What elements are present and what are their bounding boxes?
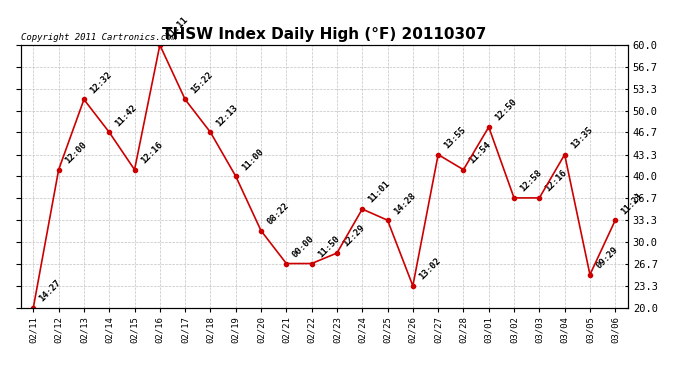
Text: 12:16: 12:16 (544, 168, 569, 194)
Text: 13:55: 13:55 (442, 125, 468, 150)
Text: 00:00: 00:00 (290, 234, 316, 260)
Text: 12:00: 12:00 (63, 140, 88, 165)
Title: THSW Index Daily High (°F) 20110307: THSW Index Daily High (°F) 20110307 (162, 27, 486, 42)
Text: 12:16: 12:16 (139, 140, 164, 165)
Text: 11:01: 11:01 (366, 180, 392, 205)
Text: 11:54: 11:54 (468, 140, 493, 165)
Text: 11:11: 11:11 (164, 15, 189, 41)
Text: 14:27: 14:27 (37, 278, 63, 303)
Text: 12:32: 12:32 (88, 70, 113, 95)
Text: Copyright 2011 Cartronics.com: Copyright 2011 Cartronics.com (21, 33, 177, 42)
Text: 12:13: 12:13 (215, 103, 240, 128)
Text: 11:00: 11:00 (240, 147, 265, 172)
Text: 11:50: 11:50 (316, 234, 341, 260)
Text: 15:22: 15:22 (189, 70, 215, 95)
Text: 12:29: 12:29 (341, 224, 366, 249)
Text: 12:58: 12:58 (518, 168, 544, 194)
Text: 13:35: 13:35 (569, 125, 594, 150)
Text: 13:02: 13:02 (417, 256, 442, 282)
Text: 14:28: 14:28 (392, 190, 417, 216)
Text: 08:22: 08:22 (265, 201, 290, 226)
Text: 11:42: 11:42 (113, 103, 139, 128)
Text: 11:21: 11:21 (620, 190, 644, 216)
Text: 09:29: 09:29 (594, 245, 620, 270)
Text: 12:50: 12:50 (493, 98, 518, 123)
